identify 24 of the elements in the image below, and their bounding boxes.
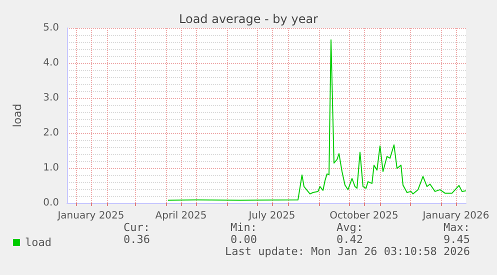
text: Cur: xyxy=(124,221,150,234)
x-tick-label: January 2026 xyxy=(422,210,490,222)
y-tick-label: 1.0 xyxy=(43,162,59,174)
text: Last update: Mon Jan 26 03:10:58 2026 xyxy=(224,245,470,258)
text: 9.45 xyxy=(444,233,470,246)
chart-title: Load average - by year xyxy=(179,12,318,26)
y-tick-label: 3.0 xyxy=(43,92,59,104)
text: Max: xyxy=(444,221,470,234)
y-tick-label: 0.0 xyxy=(43,198,59,208)
text: 0.00 xyxy=(230,233,257,246)
x-tick-label: July 2025 xyxy=(248,210,296,222)
legend-label: load xyxy=(25,236,52,249)
y-tick-label: 4.0 xyxy=(43,58,59,68)
y-tick-label: 2.0 xyxy=(43,128,59,138)
text: 0.36 xyxy=(124,233,150,246)
line-series xyxy=(168,39,466,201)
text: 0.42 xyxy=(336,233,363,246)
y-tick-label: 5.0 xyxy=(43,22,59,34)
text: Min: xyxy=(230,221,257,234)
text: Avg: xyxy=(336,221,363,234)
x-tick-label: January 2025 xyxy=(56,210,124,222)
x-tick-label: October 2025 xyxy=(330,210,398,222)
y-axis-title: load xyxy=(11,104,24,128)
x-tick-label: April 2025 xyxy=(155,210,207,222)
